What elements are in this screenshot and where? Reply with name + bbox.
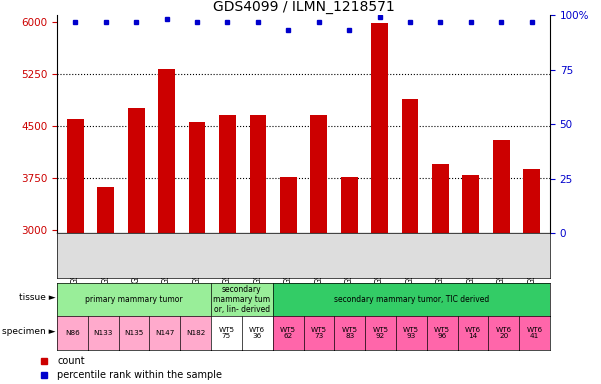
Text: WT5
93: WT5 93: [403, 326, 419, 339]
Text: secondary
mammary tum
or, lin- derived: secondary mammary tum or, lin- derived: [213, 285, 270, 314]
Bar: [341, 177, 358, 384]
Text: tissue ►: tissue ►: [19, 293, 55, 302]
Text: WT5
83: WT5 83: [341, 326, 358, 339]
Text: WT5
75: WT5 75: [218, 326, 234, 339]
Bar: [249, 115, 266, 384]
Bar: [158, 69, 175, 384]
Bar: [401, 99, 418, 384]
Bar: [67, 119, 84, 384]
Bar: [432, 164, 449, 384]
Text: N182: N182: [186, 330, 206, 336]
Text: WT6
20: WT6 20: [496, 326, 512, 339]
Text: percentile rank within the sample: percentile rank within the sample: [57, 370, 222, 380]
Text: count: count: [57, 356, 85, 366]
Bar: [280, 177, 297, 384]
Text: specimen ►: specimen ►: [2, 327, 55, 336]
Bar: [462, 175, 479, 384]
Text: WT5
92: WT5 92: [373, 326, 389, 339]
Bar: [371, 23, 388, 384]
Text: N135: N135: [124, 330, 144, 336]
Text: WT5
96: WT5 96: [434, 326, 450, 339]
Text: WT6
41: WT6 41: [526, 326, 543, 339]
Text: primary mammary tumor: primary mammary tumor: [85, 295, 183, 304]
Text: WT5
62: WT5 62: [280, 326, 296, 339]
Bar: [523, 169, 540, 384]
Title: GDS4099 / ILMN_1218571: GDS4099 / ILMN_1218571: [213, 0, 394, 14]
Bar: [493, 139, 510, 384]
Bar: [219, 115, 236, 384]
Text: N86: N86: [65, 330, 80, 336]
Bar: [189, 122, 206, 384]
Text: WT6
36: WT6 36: [249, 326, 266, 339]
Text: N133: N133: [94, 330, 113, 336]
Text: WT5
73: WT5 73: [311, 326, 327, 339]
Bar: [97, 187, 114, 384]
Bar: [310, 115, 327, 384]
Text: secondary mammary tumor, TIC derived: secondary mammary tumor, TIC derived: [334, 295, 489, 304]
Bar: [128, 108, 145, 384]
Text: N147: N147: [155, 330, 174, 336]
Text: WT6
14: WT6 14: [465, 326, 481, 339]
